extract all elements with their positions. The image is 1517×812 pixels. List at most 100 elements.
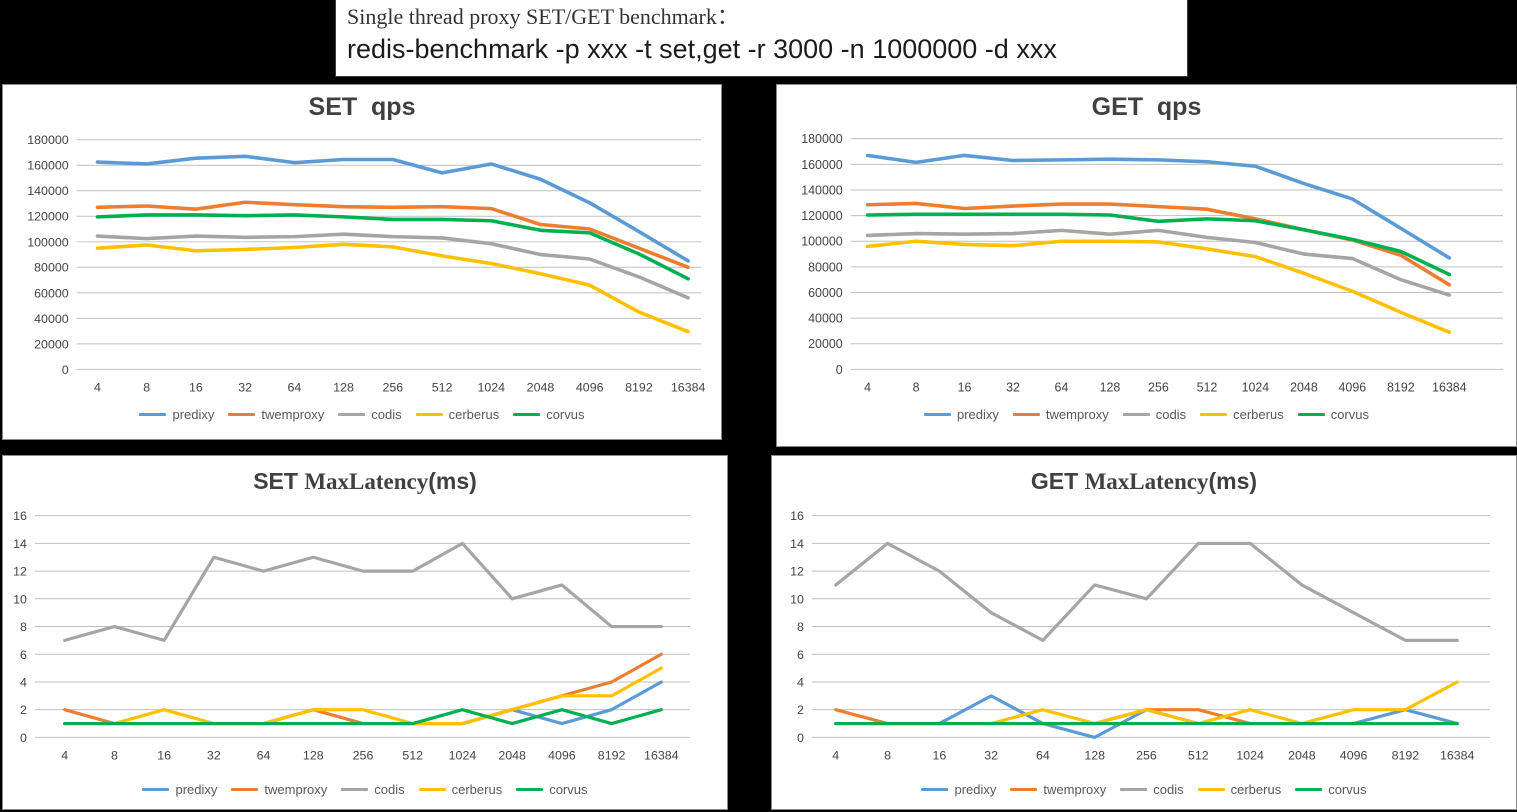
chart-title-set-maxlatency: SET MaxLatency(ms) — [3, 468, 727, 495]
svg-text:128: 128 — [1084, 748, 1105, 762]
legend-label-corvus: corvus — [549, 782, 588, 797]
svg-text:12: 12 — [790, 565, 804, 579]
series-predixy-line — [95, 154, 690, 263]
svg-text:2048: 2048 — [527, 380, 555, 394]
legend-item-predixy: predixy — [921, 782, 996, 797]
svg-text:4096: 4096 — [1340, 748, 1368, 762]
legend-swatch-codis — [341, 787, 369, 792]
series-predixy-line — [63, 680, 663, 726]
legend-item-corvus: corvus — [513, 407, 585, 422]
x-axis-labels: 4 8 16 32 64 128 256 512 1024 2048 4096 8192 16384 — [61, 748, 678, 762]
svg-text:16: 16 — [157, 748, 171, 762]
svg-text:128: 128 — [333, 380, 354, 394]
gridlines — [76, 139, 702, 370]
legend-label-corvus: corvus — [1328, 782, 1367, 797]
legend-label-cerberus: cerberus — [448, 407, 500, 422]
svg-text:2: 2 — [797, 703, 804, 717]
legend-item-predixy: predixy — [142, 782, 217, 797]
svg-text:256: 256 — [1136, 748, 1157, 762]
series-twemproxy-line — [95, 200, 690, 270]
svg-text:4096: 4096 — [1339, 380, 1367, 394]
chart-title-part: SET qps — [308, 93, 416, 121]
chart-title-part: (ms) — [428, 468, 477, 494]
svg-text:8: 8 — [20, 620, 27, 634]
legend-item-predixy: predixy — [139, 407, 214, 422]
y-axis-labels: 180000 160000 140000 120000 100000 80000 60000… — [27, 133, 69, 377]
svg-text:8192: 8192 — [1392, 748, 1420, 762]
legend-swatch-corvus — [1297, 412, 1325, 417]
svg-text:8: 8 — [797, 620, 804, 634]
svg-text:6: 6 — [20, 648, 27, 662]
svg-text:160000: 160000 — [27, 159, 68, 173]
chart-title-set-qps: SET qps — [3, 93, 721, 122]
svg-text:6: 6 — [797, 648, 804, 662]
legend-item-twemproxy: twemproxy — [231, 782, 327, 797]
chart-title-part: MaxLatency — [304, 469, 429, 494]
legend-label-twemproxy: twemproxy — [261, 407, 325, 422]
chart-title-part: GET qps — [1091, 93, 1202, 121]
legend-swatch-twemproxy — [228, 412, 256, 417]
svg-text:2048: 2048 — [498, 748, 526, 762]
legend-item-predixy: predixy — [923, 407, 999, 422]
legend-item-cerberus: cerberus — [415, 407, 500, 422]
svg-text:10: 10 — [13, 592, 27, 606]
series-codis-line — [834, 541, 1459, 642]
svg-text:16: 16 — [790, 509, 804, 523]
svg-text:8192: 8192 — [598, 748, 626, 762]
svg-text:8: 8 — [913, 380, 920, 394]
legend-label-twemproxy: twemproxy — [1043, 782, 1107, 797]
svg-text:80000: 80000 — [808, 260, 843, 274]
svg-text:60000: 60000 — [34, 286, 69, 300]
series-predixy-line — [865, 153, 1452, 260]
series-cerberus-line — [95, 242, 690, 334]
legend-label-predixy: predixy — [172, 407, 215, 422]
legend-swatch-codis — [338, 412, 366, 417]
legend-swatch-cerberus — [1197, 787, 1225, 792]
legend-label-cerberus: cerberus — [1233, 407, 1284, 422]
svg-text:1024: 1024 — [477, 380, 505, 394]
svg-text:8: 8 — [884, 748, 891, 762]
legend-label-predixy: predixy — [956, 407, 999, 422]
svg-text:512: 512 — [1197, 380, 1218, 394]
svg-text:512: 512 — [1188, 748, 1209, 762]
svg-text:32: 32 — [238, 380, 252, 394]
legend-label-cerberus: cerberus — [451, 782, 503, 797]
chart-title-get-maxlatency: GET MaxLatency(ms) — [772, 468, 1516, 495]
svg-text:0: 0 — [797, 731, 804, 745]
legend-swatch-predixy — [142, 787, 170, 792]
legend-label-cerberus: cerberus — [1230, 782, 1282, 797]
svg-text:0: 0 — [836, 363, 843, 377]
svg-text:140000: 140000 — [27, 184, 68, 198]
svg-text:180000: 180000 — [27, 133, 68, 147]
legend-item-corvus: corvus — [1295, 782, 1367, 797]
series-corvus-line — [865, 212, 1452, 277]
svg-text:8: 8 — [143, 380, 150, 394]
y-axis-labels: 16 14 12 10 8 6 4 2 0 — [790, 509, 804, 745]
x-axis-labels: 4 8 16 32 64 128 256 512 1024 2048 4096 8192 16384 — [94, 380, 705, 394]
legend-swatch-corvus — [1295, 787, 1323, 792]
x-axis-labels: 4 8 16 32 64 128 256 512 1024 2048 4096 8192 16384 — [864, 380, 1467, 394]
series-corvus-line — [95, 213, 690, 281]
chart-title-get-qps: GET qps — [777, 93, 1516, 122]
svg-text:256: 256 — [382, 380, 403, 394]
svg-text:0: 0 — [62, 363, 69, 377]
y-axis-labels: 16 14 12 10 8 6 4 2 0 — [13, 509, 27, 745]
svg-text:120000: 120000 — [801, 209, 843, 223]
chart-title-part: GET — [1030, 468, 1085, 494]
legend-item-cerberus: cerberus — [1200, 407, 1284, 422]
svg-text:4: 4 — [832, 748, 839, 762]
gridlines — [34, 515, 691, 738]
legend-item-codis: codis — [1122, 407, 1186, 422]
set-qps-plot: 180000 160000 140000 120000 100000 80000 60000… — [27, 133, 705, 394]
legend-swatch-twemproxy — [1012, 412, 1040, 417]
svg-text:100000: 100000 — [27, 235, 68, 249]
series-cerberus-line — [865, 239, 1452, 335]
legend-label-twemproxy: twemproxy — [1045, 407, 1109, 422]
x-axis-labels: 4 8 16 32 64 128 256 512 1024 2048 4096 8192 16384 — [832, 748, 1474, 762]
legend-swatch-twemproxy — [231, 787, 259, 792]
legend-get-qps: predixy twemproxy codis cerberus corvus — [777, 407, 1516, 422]
svg-text:2048: 2048 — [1290, 380, 1318, 394]
